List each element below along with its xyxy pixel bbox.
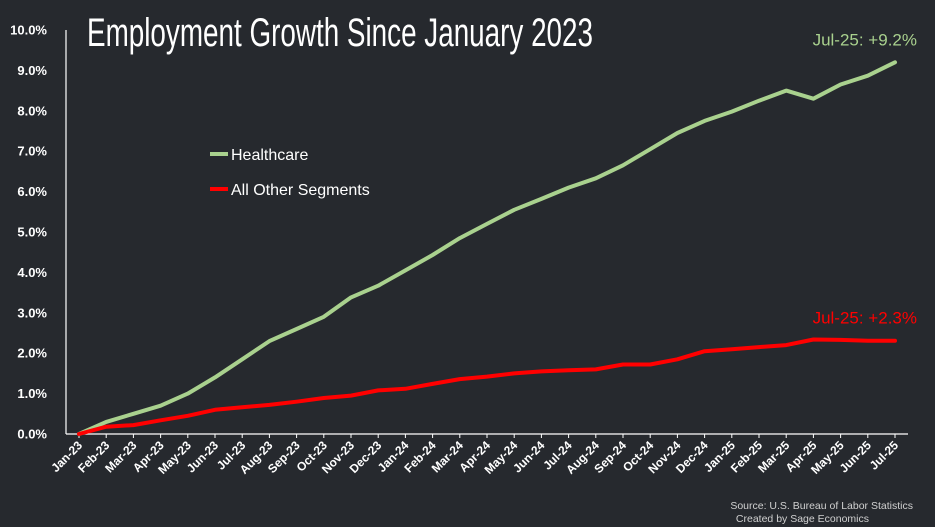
x-tick-label: Jul-25 <box>867 438 902 473</box>
y-tick-label: 2.0% <box>17 346 47 361</box>
y-tick-label: 4.0% <box>17 265 47 280</box>
x-tick-label: Jun-23 <box>184 438 221 475</box>
annotations: Jul-25: +9.2% Jul-25: +2.3% <box>813 30 917 327</box>
legend-label-all-other: All Other Segments <box>231 182 370 199</box>
x-tick-label: Jun-24 <box>510 438 547 475</box>
end-value-label-1: Jul-25: +2.3% <box>813 309 917 328</box>
y-tick-label: 8.0% <box>17 103 47 118</box>
y-tick-label: 3.0% <box>17 305 47 320</box>
chart-title: Employment Growth Since January 2023 <box>87 11 593 55</box>
y-tick-label: 0.0% <box>17 427 47 442</box>
series-line-1 <box>77 337 897 436</box>
y-tick-label: 1.0% <box>17 386 47 401</box>
series-line-0 <box>77 60 897 436</box>
y-tick-label: 6.0% <box>17 184 47 199</box>
y-tick-label: 7.0% <box>17 144 47 159</box>
y-tick-label: 9.0% <box>17 63 47 78</box>
y-tick-label: 10.0% <box>10 23 47 38</box>
y-tick-label: 5.0% <box>17 225 47 240</box>
source-note: Source: U.S. Bureau of Labor Statistics … <box>730 500 913 525</box>
legend-label-healthcare: Healthcare <box>231 147 308 164</box>
end-value-label-0: Jul-25: +9.2% <box>813 30 917 49</box>
legend: Healthcare All Other Segments <box>210 147 370 199</box>
x-tick-label: Jun-25 <box>837 438 874 475</box>
source-line-1: Source: U.S. Bureau of Labor Statistics <box>730 500 913 512</box>
source-line-2: Created by Sage Economics <box>736 513 869 525</box>
series-lines <box>77 60 897 436</box>
